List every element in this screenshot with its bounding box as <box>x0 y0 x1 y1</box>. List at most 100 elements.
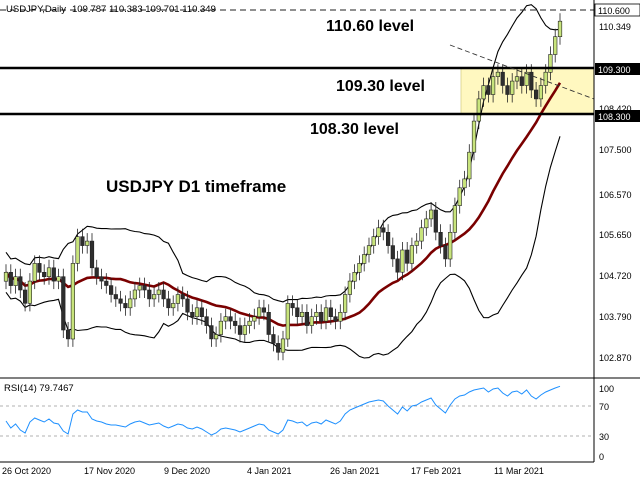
price-marker-high: 110.600 <box>598 6 630 16</box>
price-marker-low-box <box>595 110 640 122</box>
rsi-tick-0: 0 <box>599 452 604 462</box>
candle-bear <box>486 85 491 95</box>
level-label-110-60: 110.60 level <box>326 18 414 35</box>
candle-bull <box>85 240 90 246</box>
candle-bear <box>180 294 185 300</box>
time-label-9-dec-2020: 9 Dec 2020 <box>164 466 210 476</box>
candle-bull <box>56 276 61 282</box>
candle-bear <box>118 298 123 304</box>
rsi-line <box>5 385 561 436</box>
candle-bear <box>109 285 114 295</box>
price-marker-last: 110.349 <box>599 22 631 32</box>
candle-bear <box>104 280 109 286</box>
price-tick-105650: 105.650 <box>599 230 632 240</box>
candle-bull <box>366 245 372 255</box>
candle-bear <box>304 311 310 326</box>
candle-bear <box>500 71 505 86</box>
candle-bull <box>414 240 419 246</box>
candle-bear <box>161 289 166 300</box>
time-label-17-feb-2021: 17 Feb 2021 <box>411 466 462 476</box>
candle-bear <box>529 71 534 91</box>
candle-bear <box>8 271 13 286</box>
candle-bull <box>128 298 133 309</box>
candle-bull <box>323 307 329 322</box>
candle-bull <box>171 303 176 309</box>
candle-bull <box>448 232 453 260</box>
candle-bear <box>443 245 448 260</box>
candle-bear <box>519 76 524 86</box>
candle-bear <box>209 325 214 340</box>
price-axis: 106.570 105.650 104.720 103.790 102.870 … <box>594 3 640 363</box>
candle-bull <box>357 263 362 273</box>
candle-bear <box>271 334 276 344</box>
candle-bull <box>376 227 381 238</box>
candle-bear <box>113 294 118 300</box>
price-marker-low: 108.300 <box>598 112 631 122</box>
candle-bull <box>510 80 515 95</box>
rsi-tick-100: 100 <box>599 384 614 394</box>
candle-bull <box>252 316 257 322</box>
candle-bear <box>99 276 104 282</box>
chart-annotation-title: USDJPY D1 timeframe <box>106 177 286 196</box>
candle-bear <box>89 240 95 269</box>
chart-header-ohlc: 109.787 110.383 109.701 110.349 <box>72 4 216 15</box>
moving-average-line <box>4 82 562 327</box>
candle-bear <box>261 307 267 313</box>
candle-bull <box>452 205 458 233</box>
candle-bull <box>524 71 529 86</box>
candle-bear <box>237 325 243 335</box>
candle-bull <box>342 294 348 313</box>
candle-bear <box>147 289 152 300</box>
candle-bear <box>290 303 295 309</box>
price-panel <box>3 4 563 361</box>
candle-bear <box>333 316 338 322</box>
candle-bear <box>266 311 271 335</box>
candle-bull <box>538 85 543 100</box>
candle-bull <box>285 303 290 340</box>
candle-bull <box>242 325 247 335</box>
candle-bull <box>553 36 558 55</box>
candle-bear <box>319 311 324 322</box>
candle-bear <box>22 289 28 304</box>
price-marker-high-box <box>594 3 640 17</box>
rsi-label: RSI(14) 79.7467 <box>4 383 74 394</box>
candle-bull <box>152 294 157 300</box>
candle-bear <box>190 311 195 317</box>
candle-bull <box>481 85 486 100</box>
candle-bear <box>199 307 204 317</box>
candle-bull <box>490 76 496 95</box>
candle-bear <box>405 249 410 264</box>
candle-bull <box>309 316 314 326</box>
time-label-26-jan-2021: 26 Jan 2021 <box>330 466 380 476</box>
price-tick-108420: 108.420 <box>599 104 632 114</box>
rsi-tick-70: 70 <box>599 402 609 412</box>
time-label-26-oct-2020: 26 Oct 2020 <box>2 466 51 476</box>
time-label-4-jan-2021: 4 Jan 2021 <box>247 466 292 476</box>
candle-bull <box>428 209 434 220</box>
price-marker-mid-box <box>595 63 640 75</box>
candle-bull <box>338 311 343 322</box>
price-tick-103790: 103.790 <box>599 312 632 322</box>
candle-bear <box>276 343 281 353</box>
price-tick-107500: 107.500 <box>599 145 632 155</box>
candle-bull <box>3 271 9 282</box>
price-tick-102870: 102.870 <box>599 353 632 363</box>
candle-bull <box>462 178 467 189</box>
candle-bull <box>362 254 367 264</box>
candle-bull <box>32 263 37 282</box>
candle-bull <box>371 236 376 246</box>
candle-bear <box>66 329 71 340</box>
candle-bear <box>123 303 128 309</box>
candle-bull <box>156 289 161 295</box>
candle-bear <box>395 258 400 273</box>
candle-bear <box>381 227 386 233</box>
candle-bear <box>18 276 23 291</box>
candle-bull <box>314 311 319 317</box>
candle-bear <box>80 236 85 246</box>
candle-bear <box>185 298 190 313</box>
candle-bull <box>400 249 405 273</box>
candle-bear <box>61 276 66 331</box>
candle-bull <box>256 307 262 317</box>
